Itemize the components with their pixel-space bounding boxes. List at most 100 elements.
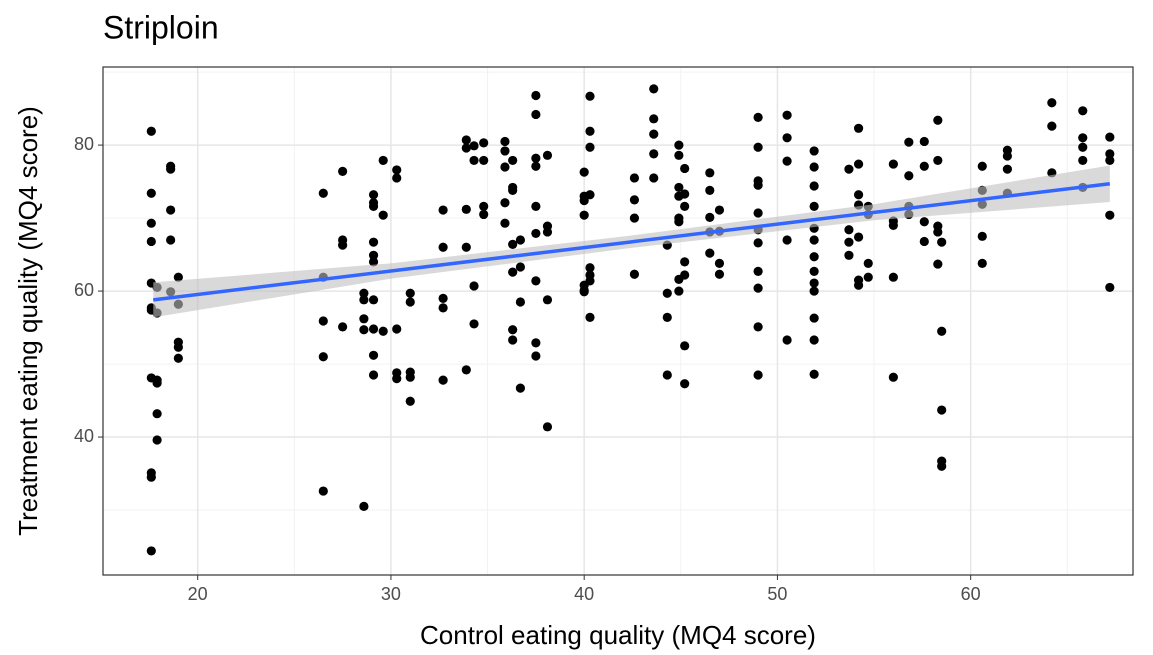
point bbox=[753, 322, 763, 332]
point bbox=[705, 212, 715, 222]
point bbox=[649, 114, 659, 124]
point bbox=[933, 115, 943, 125]
point bbox=[904, 137, 914, 147]
point bbox=[753, 142, 763, 152]
point bbox=[809, 181, 819, 191]
point bbox=[579, 167, 589, 177]
point bbox=[919, 161, 929, 171]
point bbox=[392, 173, 402, 183]
point bbox=[674, 217, 684, 227]
point bbox=[508, 325, 518, 335]
point bbox=[405, 396, 415, 406]
point bbox=[359, 295, 369, 305]
point bbox=[392, 324, 402, 334]
point bbox=[461, 135, 471, 145]
point bbox=[1002, 151, 1012, 161]
point bbox=[649, 129, 659, 139]
point bbox=[629, 195, 640, 205]
point bbox=[405, 288, 415, 298]
point bbox=[500, 146, 510, 156]
point bbox=[531, 228, 541, 239]
point bbox=[809, 266, 819, 276]
point bbox=[378, 155, 388, 166]
point bbox=[438, 375, 448, 385]
point bbox=[705, 185, 715, 195]
point bbox=[152, 378, 162, 388]
point bbox=[585, 190, 595, 200]
y-tick-label: 40 bbox=[74, 426, 94, 446]
point bbox=[753, 370, 763, 380]
point bbox=[977, 161, 987, 171]
point bbox=[508, 335, 518, 345]
point bbox=[674, 150, 684, 160]
point bbox=[438, 205, 448, 215]
point bbox=[579, 287, 589, 297]
point bbox=[809, 313, 819, 323]
y-axis-title: Treatment eating quality (MQ4 score) bbox=[13, 106, 43, 536]
point bbox=[500, 136, 510, 147]
point bbox=[853, 123, 864, 133]
point bbox=[933, 259, 943, 269]
point bbox=[705, 168, 715, 178]
point bbox=[853, 159, 864, 169]
point bbox=[674, 140, 684, 150]
point bbox=[888, 372, 898, 382]
point bbox=[479, 155, 489, 166]
point bbox=[500, 218, 510, 228]
point bbox=[863, 272, 873, 282]
point bbox=[674, 286, 684, 296]
point bbox=[542, 295, 553, 305]
point bbox=[919, 217, 929, 227]
point bbox=[977, 231, 987, 241]
point bbox=[469, 141, 479, 151]
point bbox=[705, 248, 715, 258]
point bbox=[531, 351, 541, 361]
point bbox=[318, 188, 328, 198]
point bbox=[392, 374, 402, 384]
point bbox=[1002, 164, 1012, 174]
point bbox=[629, 213, 640, 223]
point bbox=[977, 258, 987, 268]
point bbox=[531, 276, 541, 286]
point bbox=[359, 325, 369, 335]
point bbox=[508, 155, 518, 166]
point bbox=[392, 165, 402, 175]
x-tick-label: 30 bbox=[381, 584, 401, 604]
point bbox=[753, 208, 763, 218]
point bbox=[585, 263, 595, 273]
point bbox=[844, 164, 854, 174]
point bbox=[937, 326, 947, 336]
point bbox=[1078, 155, 1088, 166]
point bbox=[662, 288, 672, 298]
point bbox=[853, 232, 864, 242]
point bbox=[318, 316, 328, 326]
point bbox=[338, 240, 348, 250]
point bbox=[461, 242, 471, 252]
point bbox=[359, 314, 369, 324]
point bbox=[461, 143, 471, 153]
point bbox=[542, 227, 553, 237]
point bbox=[585, 312, 595, 322]
point bbox=[809, 369, 819, 379]
point bbox=[166, 235, 176, 245]
point bbox=[531, 161, 541, 171]
point bbox=[405, 297, 415, 307]
point bbox=[1105, 132, 1115, 142]
point bbox=[1047, 121, 1057, 131]
point bbox=[809, 201, 819, 212]
y-tick-label: 80 bbox=[74, 134, 94, 154]
point bbox=[152, 409, 162, 419]
point bbox=[338, 322, 348, 332]
panel-border bbox=[102, 66, 1134, 576]
point bbox=[146, 546, 156, 556]
point bbox=[714, 258, 725, 268]
point bbox=[809, 252, 819, 262]
point bbox=[782, 110, 792, 120]
point bbox=[782, 156, 792, 166]
point bbox=[714, 205, 725, 215]
point bbox=[368, 201, 379, 212]
point bbox=[680, 270, 690, 280]
point bbox=[782, 335, 792, 345]
point bbox=[1105, 149, 1115, 159]
